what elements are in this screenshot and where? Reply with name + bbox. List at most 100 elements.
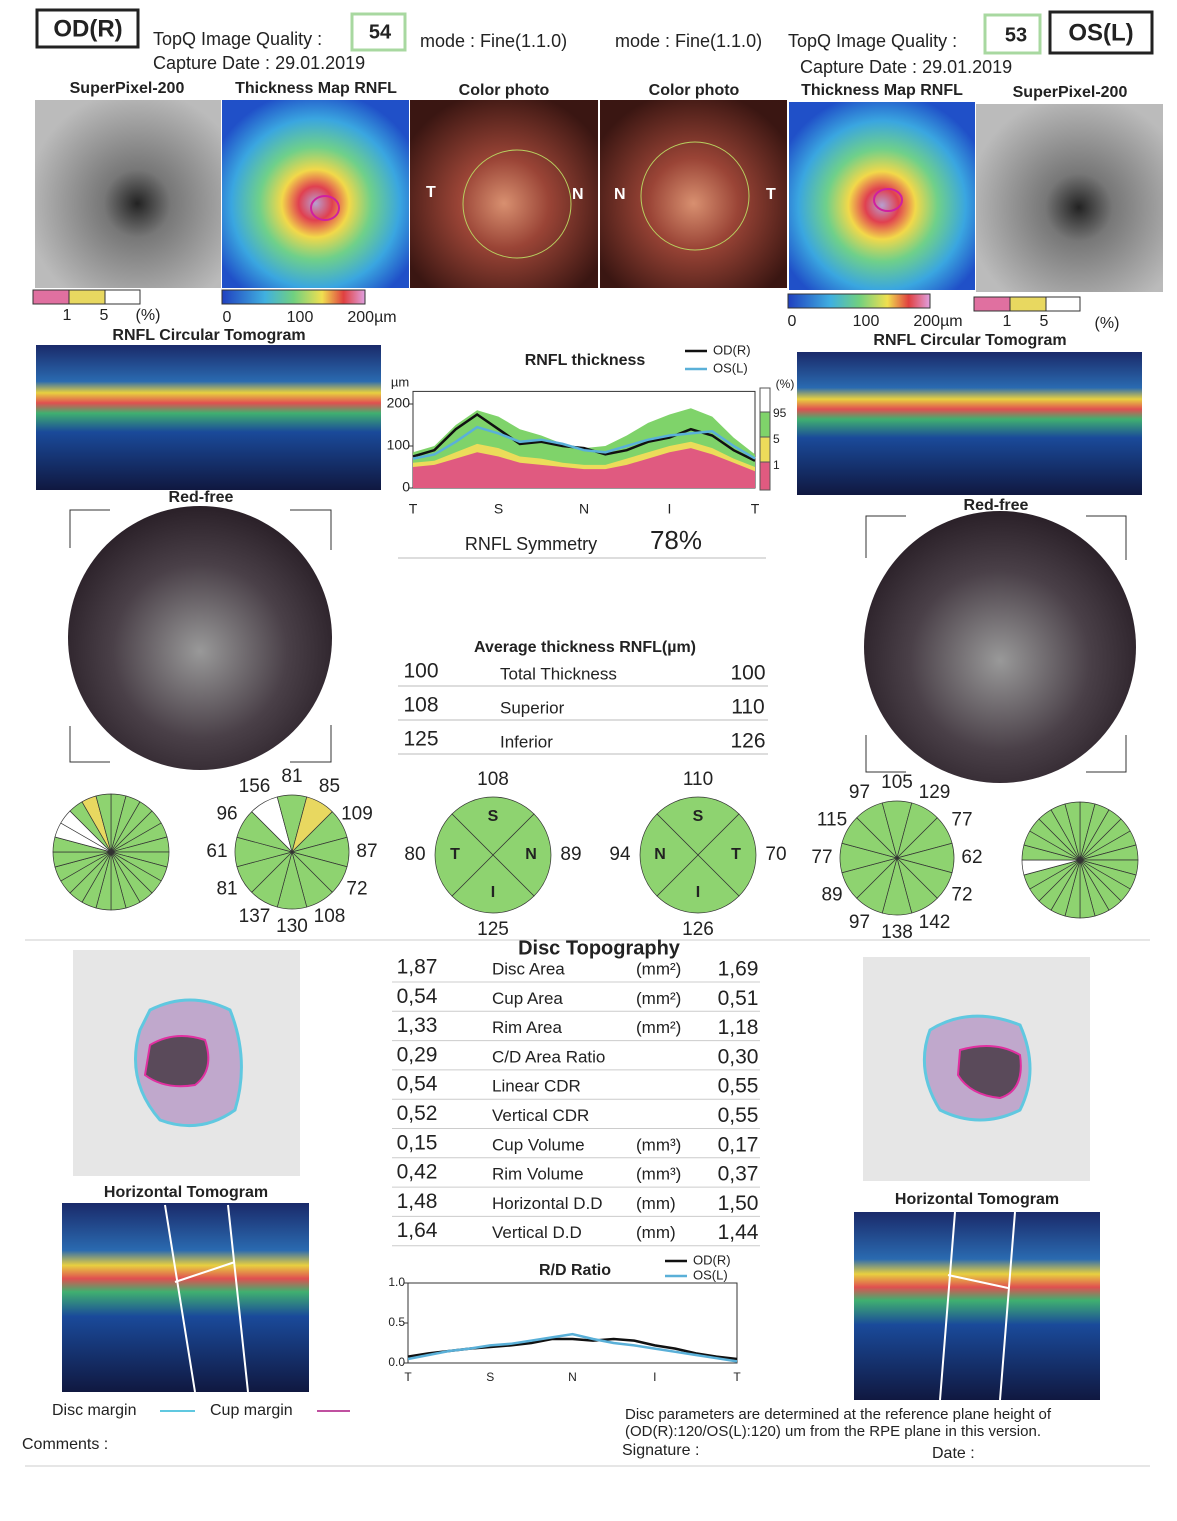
x-tick-label: T: [733, 1370, 741, 1384]
quadrant-value: 80: [404, 844, 425, 865]
quadrant-letter: S: [693, 808, 704, 825]
cell: (mm²): [636, 1018, 681, 1037]
percentile-value: 5: [773, 432, 780, 446]
y-tick-label: 100: [387, 437, 411, 453]
tomogram-label: RNFL Circular Tomogram: [112, 327, 305, 344]
cell: 110: [731, 696, 764, 719]
thickness-scale: [221, 289, 366, 305]
section-title: Average thickness RNFL(µm): [474, 639, 696, 656]
legend-label: OD(R): [693, 1252, 731, 1267]
y-tick-label: 0.5: [388, 1315, 405, 1329]
cell: 1,64: [397, 1219, 438, 1242]
cell: 0,42: [397, 1161, 438, 1184]
scale-label: 5: [1040, 313, 1049, 330]
image-label: Horizontal Tomogram: [895, 1191, 1059, 1208]
quadrant-letter: T: [450, 846, 460, 863]
percentile-segment: [759, 461, 771, 491]
percentile-segment: [759, 436, 771, 463]
cell: Vertical CDR: [492, 1106, 589, 1125]
horizontal-tomogram: [62, 1203, 309, 1392]
scan-circle: [462, 149, 572, 259]
series-line: [412, 412, 756, 462]
cell: 1,18: [718, 1016, 759, 1039]
tomogram-label: RNFL Circular Tomogram: [873, 332, 1066, 349]
cell: 0,54: [397, 985, 438, 1008]
sector-value: 109: [341, 804, 373, 825]
thickness-map: [789, 102, 975, 290]
cup-outline: [956, 1045, 1022, 1100]
quadrant-letter: N: [654, 846, 666, 863]
sector-value: 129: [919, 782, 951, 803]
cell: Horizontal D.D: [492, 1194, 603, 1213]
thickness-scale: [787, 293, 931, 309]
margin-lines: [164, 1204, 249, 1393]
quadrant-letter: S: [488, 808, 499, 825]
cell: 0,54: [397, 1073, 438, 1096]
sector: [434, 813, 494, 897]
cell: (mm²): [636, 959, 681, 978]
color-photo: [600, 100, 787, 288]
x-tick-label: S: [486, 1370, 494, 1384]
horizontal-tomogram: [854, 1212, 1100, 1400]
sector: [236, 811, 294, 853]
superpixel-image: [976, 104, 1163, 292]
cell: Linear CDR: [492, 1077, 581, 1096]
quadrant-letter: T: [731, 846, 741, 863]
quality-box: [350, 12, 407, 52]
quadrant-letter: I: [491, 884, 495, 901]
image-label: Red-free: [964, 497, 1029, 514]
sector-value: 142: [919, 912, 951, 933]
cell: 0,17: [718, 1133, 759, 1156]
cell: 0,30: [718, 1045, 759, 1068]
y-tick-label: 1.0: [388, 1275, 405, 1289]
y-tick-label: 0: [402, 479, 410, 495]
percentile-segment: [759, 411, 771, 438]
cell: 100: [403, 660, 438, 683]
cup-outline: [143, 1035, 210, 1088]
quality-label: TopQ Image Quality :: [788, 31, 957, 51]
quality-label: TopQ Image Quality :: [153, 29, 322, 49]
sector-value: 137: [239, 906, 271, 927]
sector: [451, 854, 535, 914]
image-label: Red-free: [169, 489, 234, 506]
image-label: SuperPixel-200: [1013, 84, 1128, 101]
image-label: Color photo: [459, 82, 550, 99]
cell: Rim Area: [492, 1018, 562, 1037]
x-tick-label: N: [568, 1370, 577, 1384]
sector: [1064, 801, 1081, 861]
x-tick-label: T: [751, 501, 760, 517]
cell: 1,48: [397, 1190, 438, 1213]
sector-value: 81: [281, 766, 302, 787]
image-label: Color photo: [649, 82, 740, 99]
cell: 0,55: [718, 1104, 759, 1127]
superpixel-image: [35, 100, 221, 288]
cell: 100: [730, 662, 765, 685]
cell: 0,55: [718, 1075, 759, 1098]
note: Disc parameters are determined at the re…: [625, 1406, 1052, 1423]
x-tick-label: I: [668, 501, 672, 517]
cell: (mm²): [636, 989, 681, 1008]
scale-label: 5: [100, 307, 109, 324]
sector: [95, 793, 112, 853]
mode: mode : Fine(1.1.0): [615, 31, 762, 51]
scale-label: 0: [788, 313, 797, 330]
photo-marker: N: [572, 186, 584, 203]
x-tick-label: T: [404, 1370, 412, 1384]
quadrant-letter: N: [525, 846, 537, 863]
sector-value: 72: [346, 879, 367, 900]
y-tick-label: 0.0: [388, 1355, 405, 1369]
sector-value: 85: [319, 776, 340, 797]
quality-box: [983, 13, 1042, 55]
sector-value: 77: [811, 847, 832, 868]
cell: Rim Volume: [492, 1165, 584, 1184]
percentile-segment: [759, 387, 771, 413]
image-label: Thickness Map RNFL: [235, 80, 397, 97]
eye-label: OD(R): [53, 15, 122, 42]
chart-title: RNFL thickness: [525, 352, 646, 369]
sector-value: 97: [849, 782, 870, 803]
margin-lines: [939, 1211, 1016, 1401]
unit-label: µm: [391, 374, 409, 389]
circular-tomogram: [36, 345, 381, 490]
symmetry-value: 78%: [650, 525, 702, 555]
